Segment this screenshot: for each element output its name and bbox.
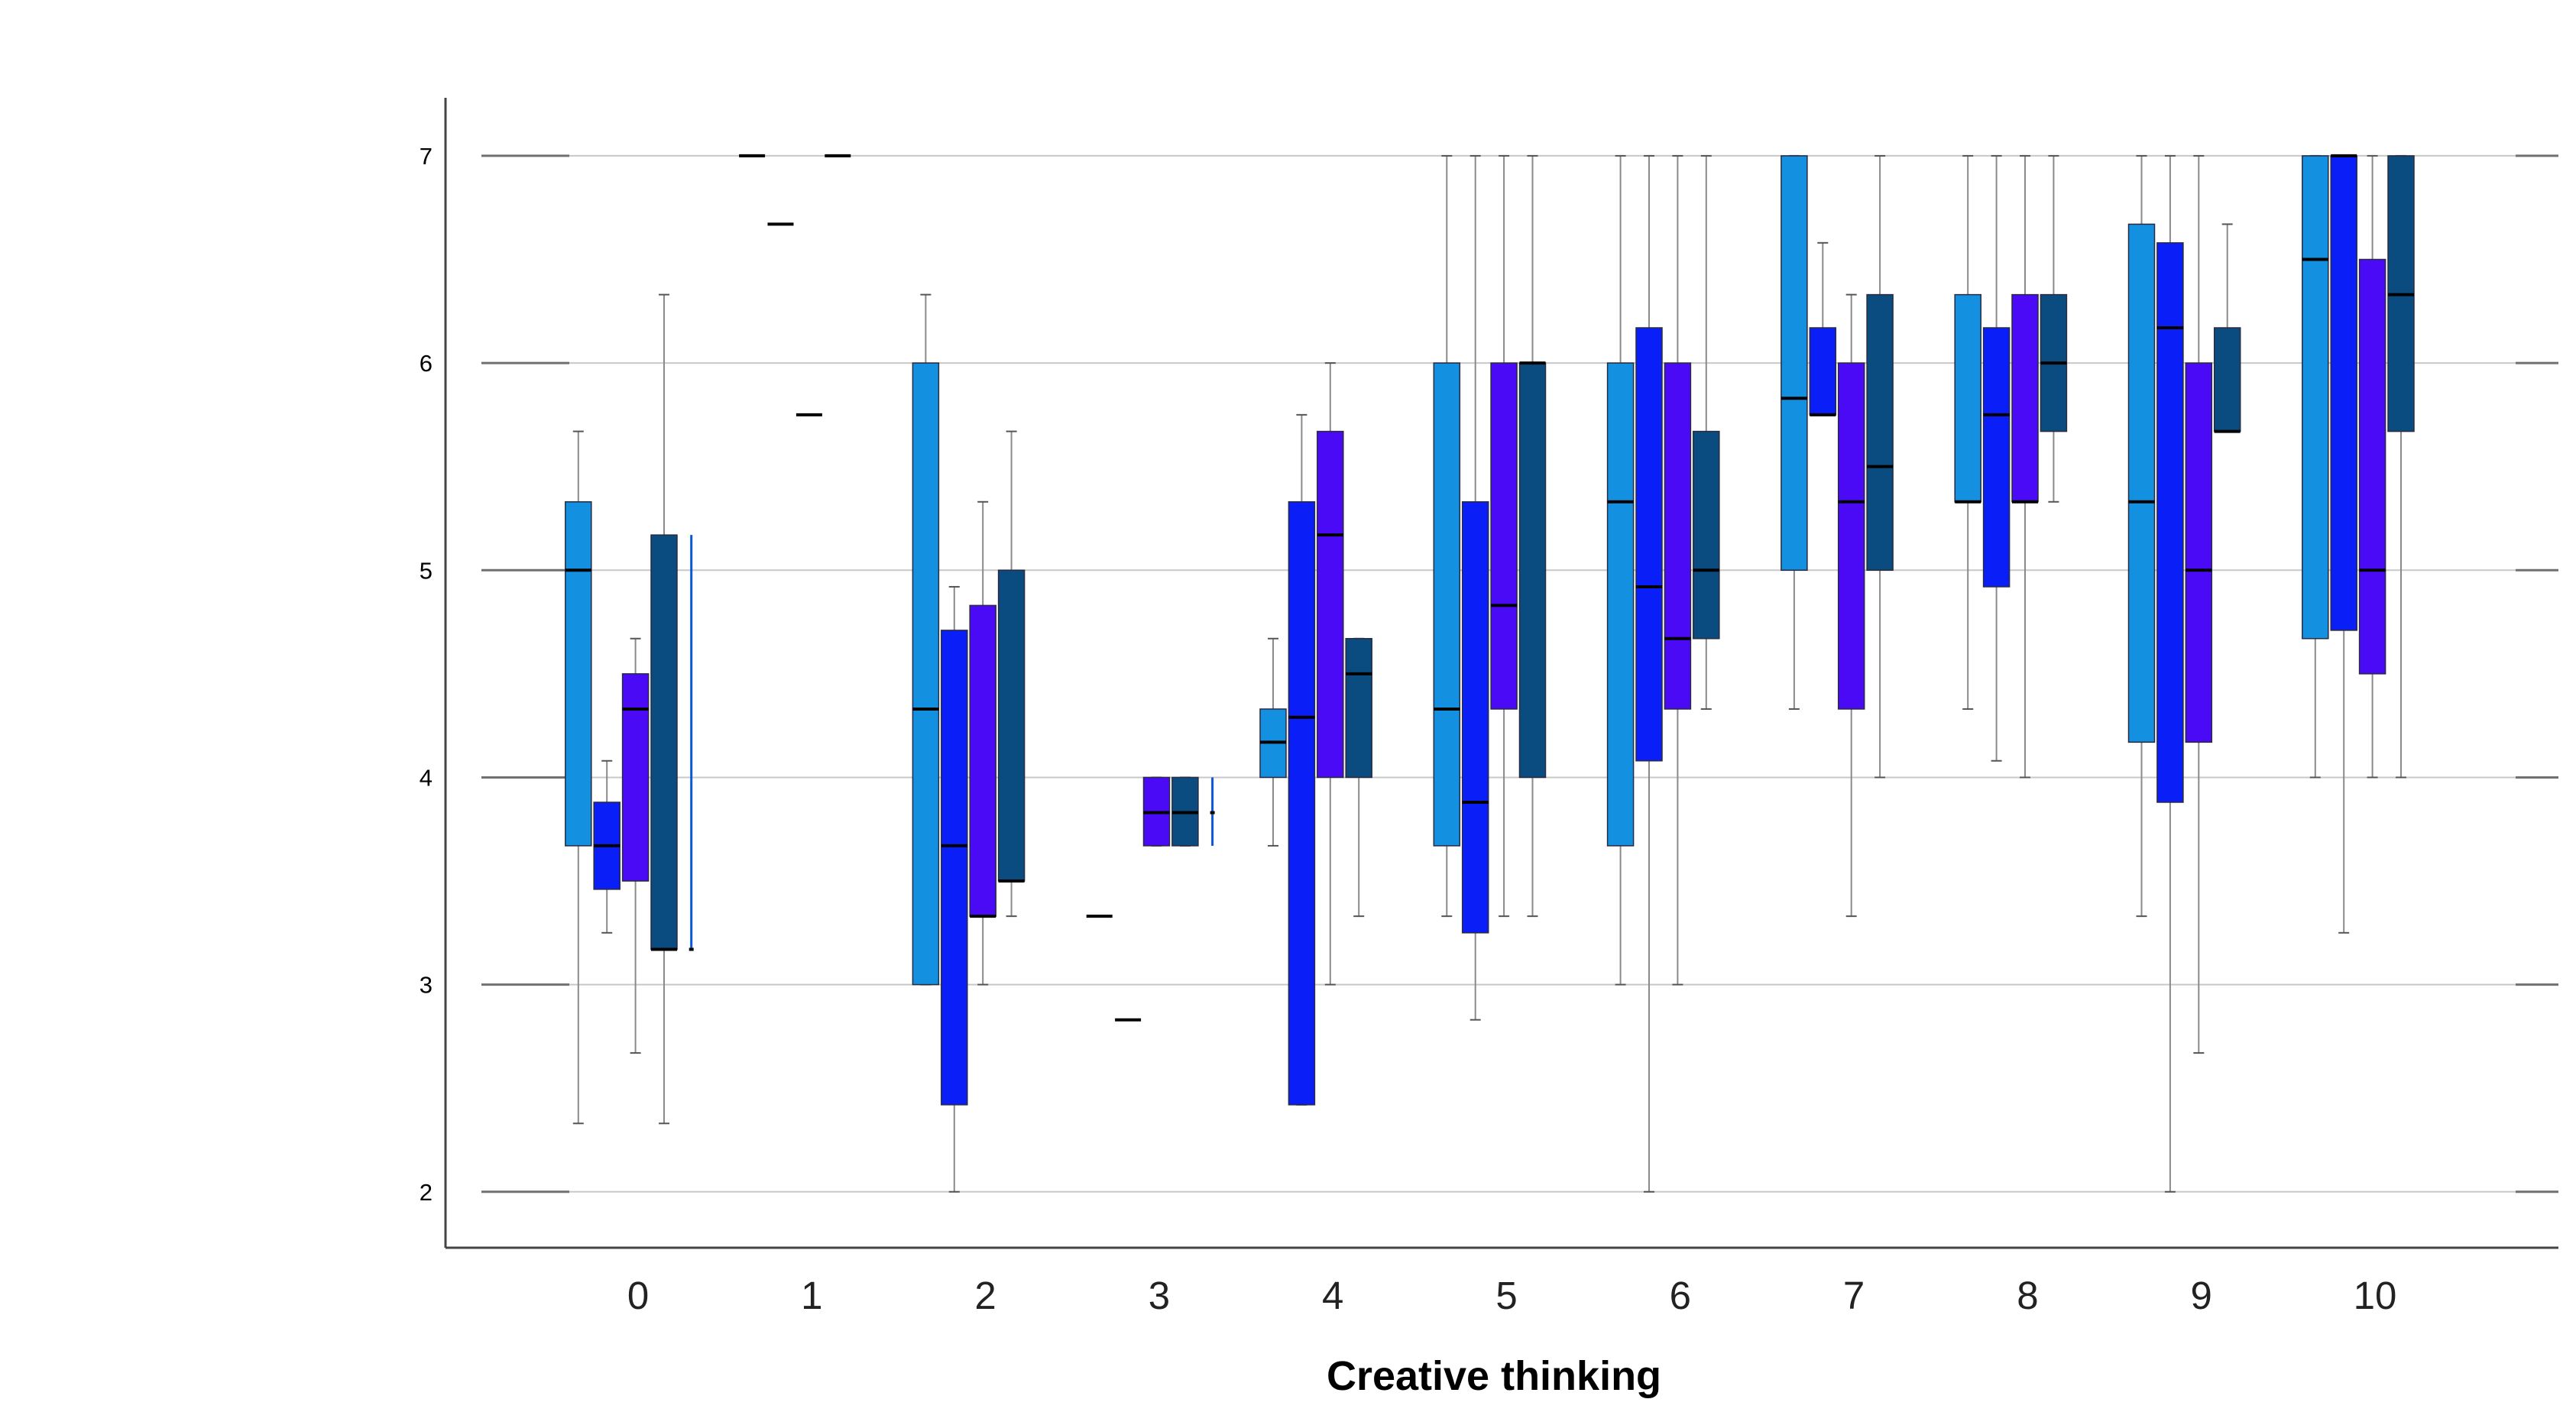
box-rect	[1345, 638, 1372, 779]
box-rect	[1982, 327, 2011, 588]
y-tick-label: 3	[420, 972, 433, 999]
x-tick-label: 8	[2017, 1274, 2038, 1317]
x-axis-title: Creative thinking	[1327, 1353, 1661, 1399]
box-group	[2358, 154, 2386, 779]
x-tick-label: 3	[1149, 1274, 1170, 1317]
box-group	[969, 500, 996, 986]
box-rect	[2213, 327, 2241, 432]
box-group	[1606, 154, 1635, 986]
x-tick-label: 7	[1843, 1274, 1865, 1317]
box-group	[2127, 154, 2156, 918]
box-rect	[941, 630, 968, 1106]
box-group	[1518, 154, 1547, 918]
x-tick-label: 9	[2191, 1274, 2212, 1317]
box-group	[1693, 154, 1720, 710]
y-tick-label: 2	[420, 1179, 433, 1206]
box-rect	[1317, 430, 1344, 779]
box-rect	[565, 501, 592, 847]
box-rect	[1433, 362, 1461, 847]
box-rect	[1866, 293, 1894, 572]
x-tick-label: 4	[1322, 1274, 1343, 1317]
box-group	[1490, 154, 1518, 918]
box-rect	[1288, 501, 1316, 1106]
box-rect	[1518, 362, 1547, 779]
x-tick-label: 10	[2354, 1274, 2397, 1317]
box-group	[1664, 154, 1692, 986]
box-group	[1837, 293, 1865, 918]
box-rect	[690, 535, 693, 950]
box-group	[621, 637, 650, 1054]
box-group	[1461, 154, 1489, 1021]
box-group	[1433, 154, 1461, 918]
box-group	[1288, 413, 1316, 1106]
box-group	[1781, 154, 1808, 710]
box-group	[689, 535, 694, 951]
box-rect	[1837, 362, 1865, 710]
box-rect	[650, 534, 678, 951]
box-rect	[2156, 242, 2184, 803]
box-rect	[621, 673, 650, 882]
box-rect	[1664, 362, 1692, 710]
box-rect	[997, 569, 1026, 882]
box-rect	[1954, 293, 1981, 503]
box-rect	[2330, 155, 2357, 631]
y-tick-label: 5	[420, 557, 433, 584]
box-group	[1982, 154, 2011, 762]
x-tick-label: 1	[801, 1274, 822, 1317]
y-tick-label: 4	[420, 764, 433, 791]
box-group	[565, 430, 592, 1125]
box-group	[2156, 154, 2184, 1193]
box-rect	[1809, 327, 1837, 416]
box-rect	[969, 604, 996, 917]
y-axis-tick-labels: 2 3 4 5 6 7	[420, 143, 433, 1206]
box-rect	[1693, 430, 1720, 640]
box-group	[1317, 362, 1344, 986]
boxes	[565, 154, 2415, 1193]
box-group	[1171, 776, 1199, 847]
box-group	[593, 759, 621, 934]
box-rect	[1635, 327, 1663, 762]
box-group	[2213, 223, 2241, 433]
box-group	[650, 293, 678, 1125]
box-group	[1635, 154, 1663, 1193]
box-group	[2330, 154, 2357, 934]
box-group	[1809, 241, 1837, 416]
axes	[444, 98, 2558, 1249]
box-group	[941, 585, 968, 1193]
box-group	[2040, 154, 2068, 503]
box-group	[1259, 637, 1287, 847]
box-rect	[912, 362, 940, 986]
box-rect	[2185, 362, 2213, 743]
box-rect	[1606, 362, 1635, 847]
box-group	[1866, 154, 1894, 779]
box-rect	[1781, 155, 1808, 572]
x-tick-label: 2	[974, 1274, 996, 1317]
box-group	[1142, 776, 1171, 847]
box-group	[2302, 154, 2329, 779]
box-rect	[1490, 362, 1518, 710]
x-axis-tick-labels: 0 1 2 3 4 5 6 7 8 9 10	[627, 1274, 2397, 1317]
x-tick-label: 0	[627, 1274, 649, 1317]
box-rect	[2302, 155, 2329, 640]
box-rect	[2127, 223, 2156, 743]
y-tick-label: 7	[420, 143, 433, 170]
box-group	[997, 430, 1026, 918]
box-group	[1954, 154, 1981, 710]
box-rect	[1461, 501, 1489, 934]
box-rect	[2358, 258, 2386, 675]
x-tick-label: 6	[1670, 1274, 1691, 1317]
box-group	[2011, 154, 2039, 779]
box-group	[1210, 777, 1215, 846]
box-group	[2185, 154, 2213, 1054]
y-tick-label: 6	[420, 350, 433, 377]
box-group	[1345, 637, 1372, 918]
box-rect	[2011, 293, 2039, 503]
box-group	[912, 293, 940, 986]
x-tick-label: 5	[1495, 1274, 1517, 1317]
box-group	[2387, 154, 2415, 779]
